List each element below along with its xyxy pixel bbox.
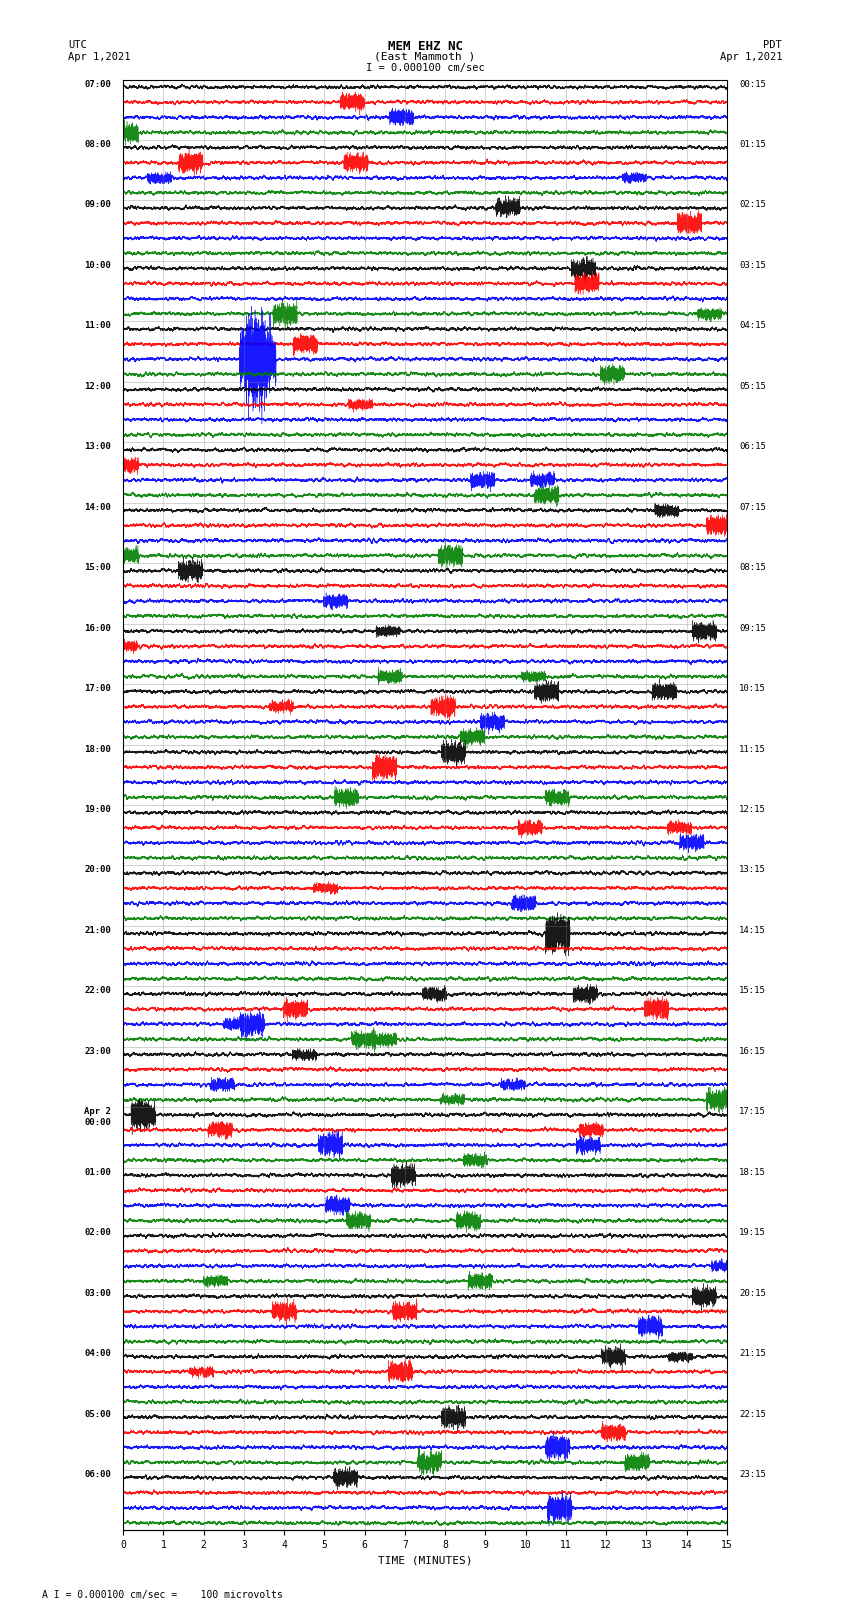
Text: 11:15: 11:15 — [739, 745, 766, 753]
Text: 13:00: 13:00 — [84, 442, 111, 452]
Text: Apr 1,2021: Apr 1,2021 — [68, 52, 131, 61]
Text: 07:15: 07:15 — [739, 503, 766, 511]
Text: 20:15: 20:15 — [739, 1289, 766, 1297]
Text: 15:00: 15:00 — [84, 563, 111, 573]
Text: 10:15: 10:15 — [739, 684, 766, 694]
Text: 17:00: 17:00 — [84, 684, 111, 694]
Text: A I = 0.000100 cm/sec =    100 microvolts: A I = 0.000100 cm/sec = 100 microvolts — [42, 1590, 283, 1600]
Text: 02:15: 02:15 — [739, 200, 766, 210]
Text: 09:15: 09:15 — [739, 624, 766, 632]
Text: UTC: UTC — [68, 40, 87, 50]
Text: 22:00: 22:00 — [84, 987, 111, 995]
Text: 03:15: 03:15 — [739, 261, 766, 269]
Text: 01:00: 01:00 — [84, 1168, 111, 1177]
Text: 20:00: 20:00 — [84, 866, 111, 874]
X-axis label: TIME (MINUTES): TIME (MINUTES) — [377, 1557, 473, 1566]
Text: 00:15: 00:15 — [739, 79, 766, 89]
Text: 01:15: 01:15 — [739, 140, 766, 148]
Text: 03:00: 03:00 — [84, 1289, 111, 1297]
Text: 18:15: 18:15 — [739, 1168, 766, 1177]
Text: 02:00: 02:00 — [84, 1227, 111, 1237]
Text: Apr 1,2021: Apr 1,2021 — [719, 52, 782, 61]
Text: 14:00: 14:00 — [84, 503, 111, 511]
Text: 14:15: 14:15 — [739, 926, 766, 936]
Text: 09:00: 09:00 — [84, 200, 111, 210]
Text: 07:00: 07:00 — [84, 79, 111, 89]
Text: 23:00: 23:00 — [84, 1047, 111, 1057]
Text: 19:00: 19:00 — [84, 805, 111, 815]
Text: 08:15: 08:15 — [739, 563, 766, 573]
Text: 11:00: 11:00 — [84, 321, 111, 331]
Text: 06:00: 06:00 — [84, 1469, 111, 1479]
Text: 10:00: 10:00 — [84, 261, 111, 269]
Text: 21:15: 21:15 — [739, 1348, 766, 1358]
Text: MEM EHZ NC: MEM EHZ NC — [388, 40, 462, 53]
Text: 21:00: 21:00 — [84, 926, 111, 936]
Text: 12:00: 12:00 — [84, 382, 111, 390]
Text: 12:15: 12:15 — [739, 805, 766, 815]
Text: 05:00: 05:00 — [84, 1410, 111, 1418]
Text: 22:15: 22:15 — [739, 1410, 766, 1418]
Text: 05:15: 05:15 — [739, 382, 766, 390]
Text: (East Mammoth ): (East Mammoth ) — [374, 52, 476, 61]
Text: 16:15: 16:15 — [739, 1047, 766, 1057]
Text: 17:15: 17:15 — [739, 1107, 766, 1116]
Text: 23:15: 23:15 — [739, 1469, 766, 1479]
Text: 04:15: 04:15 — [739, 321, 766, 331]
Text: 19:15: 19:15 — [739, 1227, 766, 1237]
Text: Apr 2
00:00: Apr 2 00:00 — [84, 1107, 111, 1126]
Text: 08:00: 08:00 — [84, 140, 111, 148]
Text: 13:15: 13:15 — [739, 866, 766, 874]
Text: 04:00: 04:00 — [84, 1348, 111, 1358]
Text: PDT: PDT — [763, 40, 782, 50]
Text: 15:15: 15:15 — [739, 987, 766, 995]
Text: 16:00: 16:00 — [84, 624, 111, 632]
Text: I = 0.000100 cm/sec: I = 0.000100 cm/sec — [366, 63, 484, 73]
Text: 18:00: 18:00 — [84, 745, 111, 753]
Text: 06:15: 06:15 — [739, 442, 766, 452]
